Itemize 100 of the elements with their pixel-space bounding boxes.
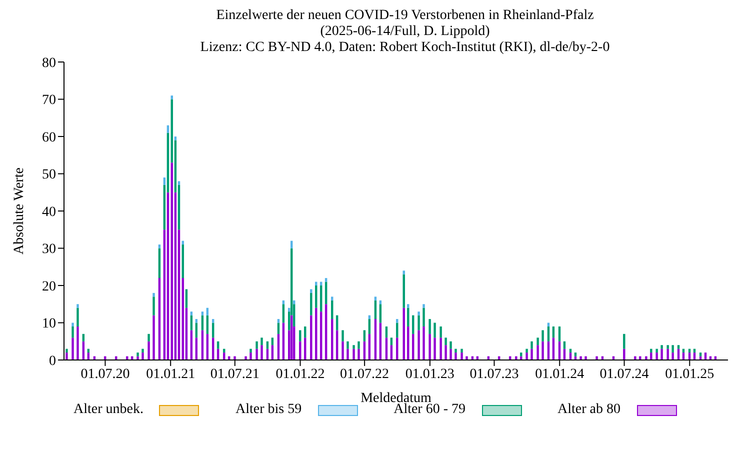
bar: [444, 345, 447, 360]
bar: [66, 352, 68, 360]
bar: [234, 356, 236, 360]
bar: [660, 348, 663, 360]
bar: [260, 338, 263, 346]
chart-title: Einzelwerte der neuen COVID-19 Verstorbenen in Rheinland-Pfalz: [215, 8, 595, 24]
bar: [170, 96, 173, 100]
y-tick-label: 40: [42, 204, 56, 220]
bar: [520, 352, 522, 356]
bar: [282, 304, 285, 323]
bar: [299, 330, 302, 342]
bar: [422, 304, 425, 308]
bar: [315, 286, 318, 308]
bar: [454, 352, 457, 360]
y-tick-label: 50: [42, 168, 56, 183]
bar: [244, 356, 247, 360]
bar: [185, 289, 188, 308]
bar: [407, 308, 410, 326]
bar: [515, 356, 518, 360]
bar: [444, 338, 447, 346]
bar: [422, 326, 425, 360]
bar: [76, 326, 79, 360]
bar: [558, 326, 561, 342]
x-tick-label: 01.07.22: [340, 366, 390, 382]
bar: [434, 338, 436, 360]
y-tick-label: 20: [42, 279, 56, 294]
bar: [634, 356, 636, 360]
text: Lizenz: CC BY-ND 4.0, Daten: Robert Koch-Institut (RKI), dl-de/by-2-0: [199, 40, 611, 56]
bar: [256, 348, 258, 360]
bar: [358, 348, 360, 360]
bar: [530, 348, 533, 360]
bar: [216, 341, 220, 349]
bar: [672, 345, 674, 353]
bar: [660, 345, 663, 349]
y-tick-label: 0: [49, 354, 56, 369]
bar: [418, 315, 420, 330]
bar: [672, 352, 674, 360]
bar: [580, 356, 582, 360]
bar: [72, 322, 74, 326]
bar: [536, 338, 539, 346]
bar: [260, 345, 263, 360]
bar: [526, 348, 528, 353]
bar: [342, 341, 344, 360]
bar: [330, 296, 334, 300]
bar: [374, 296, 377, 300]
x-tick-label: 01.01.24: [535, 366, 584, 382]
bar: [450, 348, 452, 360]
bar: [352, 345, 355, 349]
bar: [450, 341, 452, 349]
x-tick-label: 01.07.24: [600, 366, 649, 382]
x-tick-label: 01.01.22: [276, 366, 325, 382]
y-tick-label: 70: [42, 93, 56, 108]
y-tick-label: 30: [42, 242, 56, 258]
bar: [163, 177, 166, 185]
bar: [526, 352, 528, 360]
bar: [158, 244, 161, 248]
bar: [212, 319, 214, 323]
bar: [402, 270, 405, 274]
bar: [266, 341, 269, 349]
bar: [352, 348, 355, 360]
bar: [72, 326, 74, 338]
bar: [66, 348, 68, 353]
x-tick-label: 01.01.23: [405, 366, 454, 382]
bar: [650, 352, 652, 360]
bar: [596, 356, 598, 360]
y-tick-label: 60: [42, 130, 56, 146]
bar: [346, 341, 349, 349]
bar: [76, 308, 79, 326]
bar: [76, 304, 79, 308]
bar: [271, 338, 274, 346]
bar: [142, 352, 144, 360]
bar: [379, 304, 382, 323]
bar: [190, 312, 193, 316]
bar: [466, 356, 468, 360]
bar: [407, 326, 410, 360]
bar: [623, 334, 626, 349]
bar: [542, 341, 544, 360]
bar: [82, 334, 85, 342]
bar: [418, 312, 420, 316]
bar: [256, 341, 258, 349]
legend-label: Alter bis 59: [235, 402, 302, 418]
bar: [136, 352, 139, 356]
bar: [656, 348, 658, 353]
bar: [195, 319, 198, 323]
bar: [563, 341, 566, 349]
bar: [206, 308, 209, 316]
bar: [72, 338, 74, 360]
bar: [623, 348, 626, 360]
bar: [277, 319, 280, 323]
bar: [666, 348, 669, 360]
bar: [152, 296, 155, 316]
bar: [152, 315, 155, 360]
bar: [645, 356, 648, 360]
chart-subtitle: (2025-06-14/Full, D. Lippold): [319, 24, 491, 40]
x-tick-label: 01.07.23: [470, 366, 519, 382]
bar: [542, 330, 544, 342]
bar: [460, 352, 463, 360]
bar: [166, 125, 170, 133]
bar: [346, 348, 349, 360]
bar: [178, 181, 180, 185]
